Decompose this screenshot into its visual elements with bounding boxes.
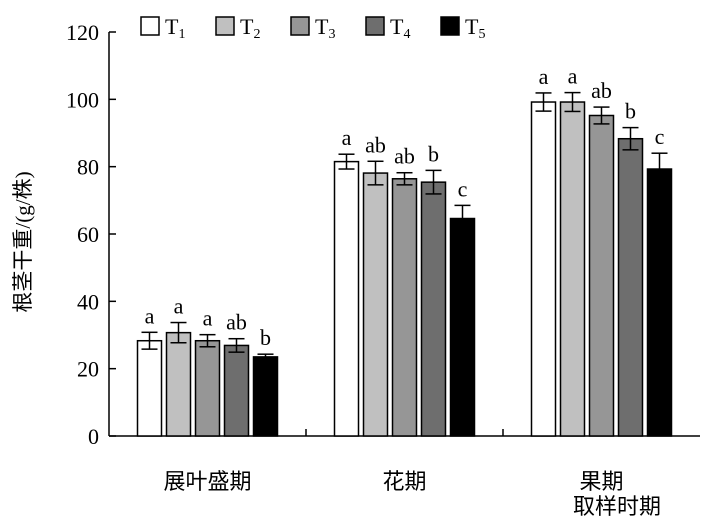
significance-label: a bbox=[203, 306, 213, 331]
legend-swatch bbox=[140, 16, 160, 36]
legend-label-main: T bbox=[240, 14, 254, 39]
significance-label: a bbox=[174, 294, 184, 319]
legend-label-main: T bbox=[390, 14, 404, 39]
legend-label: T2 bbox=[240, 14, 260, 42]
legend-label: T5 bbox=[465, 14, 485, 42]
x-tick-label: 花期 bbox=[382, 469, 426, 494]
bar bbox=[588, 114, 615, 437]
significance-label: ab bbox=[365, 132, 386, 157]
legend-swatch bbox=[290, 16, 310, 36]
bar bbox=[362, 172, 389, 437]
bar bbox=[617, 137, 644, 437]
legend-label: T1 bbox=[165, 14, 185, 42]
legend-swatch bbox=[365, 16, 385, 36]
y-axis-title-group: 根茎干重/(g/株) bbox=[11, 171, 35, 312]
bar bbox=[165, 331, 192, 437]
y-tick-label: 120 bbox=[66, 20, 99, 45]
x-tick-label: 果期 bbox=[579, 469, 623, 494]
significance-label: b bbox=[428, 141, 439, 166]
significance-label: c bbox=[655, 124, 665, 149]
bar bbox=[420, 181, 447, 437]
axes: 0 20 40 60 80 100 120 展叶盛期 花期 果期 bbox=[66, 20, 700, 494]
legend-label-subscript: 1 bbox=[178, 27, 185, 42]
legend: T1 T2 T3 T4 T5 bbox=[140, 14, 485, 42]
significance-label: a bbox=[342, 125, 352, 150]
x-tick-label: 展叶盛期 bbox=[163, 469, 251, 494]
legend-swatch bbox=[440, 16, 460, 36]
legend-label-subscript: 2 bbox=[253, 27, 260, 42]
y-tick-label: 0 bbox=[88, 424, 99, 449]
bar bbox=[530, 101, 557, 437]
y-tick-label: 20 bbox=[77, 357, 99, 382]
legend-label-main: T bbox=[165, 14, 179, 39]
legend-label-subscript: 4 bbox=[403, 27, 410, 42]
significance-label: b bbox=[260, 325, 271, 350]
bar bbox=[333, 160, 360, 437]
bar bbox=[136, 339, 163, 437]
bar bbox=[391, 178, 418, 437]
legend-label-subscript: 3 bbox=[328, 27, 335, 42]
bar bbox=[449, 217, 476, 437]
significance-label: ab bbox=[226, 310, 247, 335]
bar bbox=[252, 356, 279, 437]
y-axis-title: 根茎干重/(g/株) bbox=[11, 171, 35, 312]
y-tick-label: 100 bbox=[66, 87, 99, 112]
bar bbox=[559, 101, 586, 437]
significance-label: ab bbox=[394, 144, 415, 169]
significance-label: a bbox=[539, 64, 549, 89]
significance-label: ab bbox=[591, 78, 612, 103]
legend-label: T3 bbox=[315, 14, 335, 42]
legend-label: T4 bbox=[390, 14, 410, 42]
significance-label: b bbox=[625, 99, 636, 124]
legend-swatch bbox=[215, 16, 235, 36]
legend-label-subscript: 5 bbox=[478, 27, 485, 42]
legend-label-main: T bbox=[465, 14, 479, 39]
significance-label: a bbox=[568, 64, 578, 89]
significance-label: c bbox=[458, 176, 468, 201]
legend-label-main: T bbox=[315, 14, 329, 39]
y-tick-label: 80 bbox=[77, 155, 99, 180]
significance-label: a bbox=[145, 303, 155, 328]
bar bbox=[194, 339, 221, 437]
y-tick-label: 40 bbox=[77, 289, 99, 314]
bar bbox=[223, 344, 250, 437]
y-tick-label: 60 bbox=[77, 222, 99, 247]
x-axis-title: 取样时期 bbox=[573, 494, 661, 519]
bar bbox=[646, 168, 673, 437]
